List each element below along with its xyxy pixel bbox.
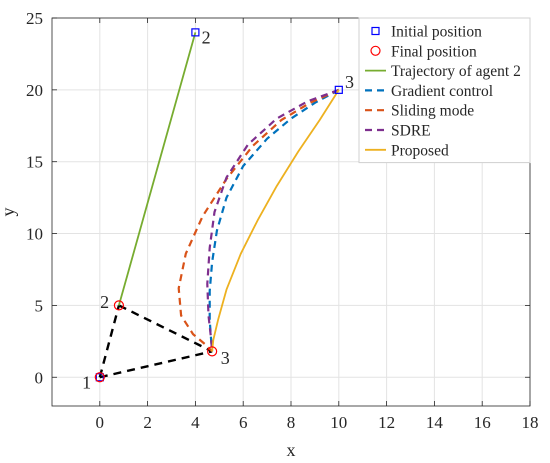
final-position-marker: [94, 372, 105, 383]
x-tick-label: 16: [474, 413, 491, 432]
agent-number-label: 3: [221, 348, 230, 368]
y-tick-label: 5: [35, 296, 44, 315]
agent-number-label: 1: [82, 373, 91, 393]
y-tick-label: 20: [26, 81, 43, 100]
series-line: [208, 88, 340, 352]
agent-labels: 1 2 3 2 3: [82, 28, 354, 393]
final-position-marker: [207, 346, 218, 357]
initial-position-marker: [334, 85, 343, 94]
legend-label: Initial position: [391, 24, 482, 41]
series-line: [206, 88, 340, 352]
x-tick-label: 14: [426, 413, 444, 432]
initial-position-marker: [95, 373, 104, 382]
x-tick-label: 6: [239, 413, 248, 432]
x-tick-label: 2: [143, 413, 152, 432]
final-position-marker: [113, 300, 125, 311]
legend-label: SDRE: [391, 123, 431, 140]
legend-label: Proposed: [391, 142, 449, 159]
position-markers: [94, 28, 343, 383]
x-tick-label: 12: [378, 413, 395, 432]
series-line: [118, 32, 197, 306]
y-tick-label: 25: [26, 9, 43, 28]
legend-box: [358, 17, 531, 164]
agent-number-label: 2: [202, 28, 211, 48]
y-axis-label: y: [0, 208, 18, 217]
formation-edge: [99, 350, 213, 379]
formation-edges: [98, 304, 213, 379]
series-line: [177, 88, 340, 353]
x-tick-label: 18: [522, 413, 539, 432]
legend-label: Gradient control: [391, 83, 493, 100]
legend-label: Final position: [391, 43, 477, 60]
y-tick-label: 0: [35, 368, 44, 387]
y-tick-label: 15: [26, 153, 43, 172]
x-tick-label: 0: [96, 413, 105, 432]
legend-label: Sliding mode: [391, 103, 474, 120]
y-tick-label: 10: [26, 225, 43, 244]
legend-label: Trajectory of agent 2: [391, 63, 521, 80]
x-tick-label: 10: [330, 413, 347, 432]
agent-number-label: 2: [100, 292, 109, 312]
legend-swatch: [370, 45, 381, 56]
x-tick-label: 8: [287, 413, 296, 432]
legend-swatch: [371, 26, 380, 36]
series-line: [211, 89, 340, 352]
trajectories: [118, 32, 340, 353]
formation-edge: [118, 304, 213, 353]
agent-number-label: 3: [345, 72, 354, 92]
x-tick-label: 4: [191, 413, 200, 432]
legend: Initial position Final position Trajectory…: [358, 17, 531, 164]
initial-position-marker: [191, 28, 200, 37]
x-axis-label: x: [287, 440, 296, 460]
formation-edge: [98, 305, 121, 378]
